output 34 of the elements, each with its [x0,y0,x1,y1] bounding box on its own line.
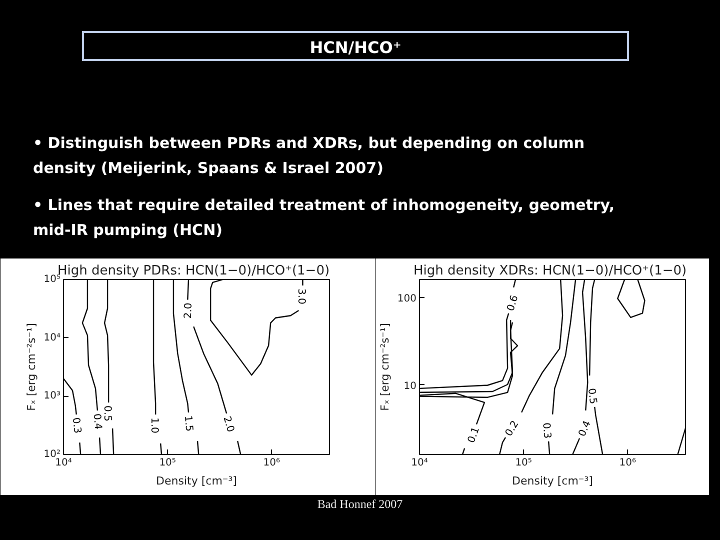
x-axis-title: Density [cm⁻³] [156,474,237,488]
annotation: 3.0 [296,288,307,304]
annotation: 0.4 [90,413,104,430]
x-axis-title: Density [cm⁻³] [512,474,593,488]
annotation: 0.5 [585,388,598,405]
annotation: 0.3 [540,422,552,439]
annotation: 2.0 [220,415,236,434]
annotation: 0.6 [506,294,521,313]
y-tick-label: 10 [404,380,417,392]
annotation: 0.3 [70,417,83,434]
text: HCN/HCO⁺ [82,31,629,61]
x-tick-label: 10⁴ [411,458,428,468]
annotation: 0.5 [102,406,113,422]
annotation: 2.0 [182,302,195,319]
text: Bad Honnef 2007 [316,496,404,512]
y-axis-title: Fₓ [erg cm⁻²s⁻¹] [378,323,392,411]
annotation: 0.2 [504,419,522,438]
y-tick-label: 100 [397,293,417,304]
annotation: 0.4 [577,419,594,438]
annotation: 0.1 [466,426,482,444]
annotation: 1.0 [148,418,160,434]
x-tick-label: 10⁶ [619,458,636,468]
annotation: 1.5 [182,415,194,432]
x-tick-label: 10⁵ [159,458,176,468]
y-axis-title: Fₓ [erg cm⁻²s⁻¹] [24,323,38,411]
text: • Distinguish between PDRs and XDRs, but depending on column density (Meijerink, Spaans & Israel 2007) [33,133,586,179]
x-tick-label: 10⁵ [515,458,532,468]
y-tick-label: 10³ [44,390,60,402]
text: • Lines that require detailed treatment of inhomogeneity, geometry, mid-IR pumping (HCN) [33,195,616,241]
y-tick-label: 10⁵ [44,274,60,285]
chart-title: High density XDRs: HCN(1−0)/HCO⁺(1−0) [414,264,687,278]
x-tick-label: 10⁶ [263,458,280,468]
y-tick-label: 10⁴ [44,332,60,344]
x-tick-label: 10⁴ [55,458,72,468]
